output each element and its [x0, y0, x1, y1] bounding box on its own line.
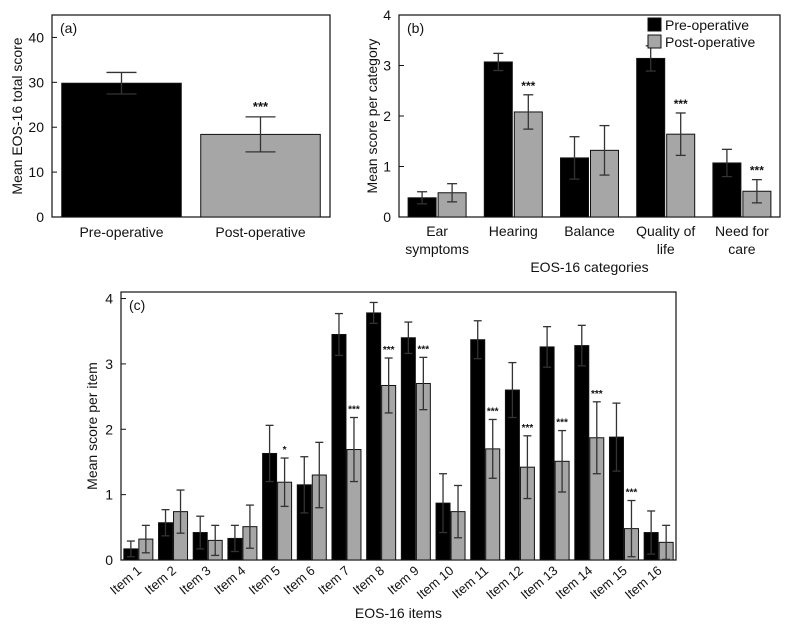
panel-c-ylabel: Mean score per item — [84, 362, 100, 490]
panel-a-ytick-label: 30 — [28, 74, 44, 90]
panel-c-significance: *** — [487, 406, 499, 417]
panel-c-ytick-label: 0 — [105, 552, 113, 568]
panel-c-bar-pre — [400, 337, 416, 561]
panel-c-xtick-label: Item 16 — [622, 563, 665, 602]
panel-b-ytick-label: 0 — [383, 209, 391, 225]
panel-c-significance: *** — [348, 405, 360, 416]
panel-b-xlabel: EOS-16 categories — [530, 259, 648, 275]
panel-c-significance: *** — [522, 423, 534, 434]
panel-b-ylabel: Mean score per category — [364, 39, 380, 194]
panel-c-xtick-label: Item 10 — [414, 563, 457, 602]
panel-b-xtick-label: Quality of — [636, 223, 695, 239]
legend-label-pre: Pre-operative — [665, 17, 749, 33]
panel-c-significance: *** — [556, 418, 568, 429]
panel-b-ytick-label: 3 — [383, 58, 391, 74]
panel-b-significance: *** — [521, 79, 535, 93]
panel-c-ytick-label: 3 — [105, 356, 113, 372]
panel-b-bar-pre — [483, 61, 513, 218]
legend-swatch-pre — [647, 17, 662, 32]
panel-c-bar-pre — [366, 312, 382, 561]
panel-c-ytick-label: 1 — [105, 487, 113, 503]
panel-c-ytick-label: 4 — [105, 291, 113, 307]
panel-c-significance: *** — [418, 344, 430, 355]
panel-a-frame — [51, 14, 331, 218]
panel-a-significance: *** — [253, 99, 269, 114]
panel-c-xtick-label: Item 14 — [552, 563, 595, 602]
panel-b-xtick-label: Balance — [564, 223, 615, 239]
panel-c-xtick-label: Item 2 — [142, 563, 179, 598]
panel-b-ytick-label: 1 — [383, 159, 391, 175]
panel-c-significance: *** — [383, 345, 395, 356]
panel-c-xtick-label: Item 6 — [280, 563, 317, 598]
panel-c-bar-pre — [331, 333, 347, 561]
panel-c-bar-pre — [470, 339, 486, 561]
panel-c-ytick-label: 2 — [105, 421, 113, 437]
panel-b-ytick-label: 2 — [383, 108, 391, 124]
panel-b-xtick-label: care — [728, 241, 755, 257]
panel-c-significance: * — [283, 445, 287, 456]
panel-c-bar-pre — [574, 345, 590, 561]
panel-a-xtick-label: Post-operative — [215, 224, 305, 240]
panel-a-ylabel: Mean EOS-16 total score — [9, 37, 25, 194]
panel-c-xtick-label: Item 11 — [449, 563, 491, 602]
legend-label-post: Post-operative — [665, 34, 755, 50]
panel-c-xtick-label: Item 7 — [315, 563, 352, 598]
panel-c-xtick-label: Item 3 — [176, 563, 213, 598]
panel-b-label: (b) — [407, 20, 424, 36]
panel-b-xtick-label: Ear — [426, 223, 448, 239]
panel-b-significance: *** — [750, 164, 764, 178]
panel-b-xtick-label: Need for — [715, 223, 769, 239]
panel-b-significance: *** — [674, 97, 688, 111]
panel-c-significance: *** — [591, 389, 603, 400]
panel-b-xtick-label: Hearing — [489, 223, 538, 239]
panel-c-frame — [120, 291, 677, 561]
panel-c-xtick-label: Item 15 — [587, 563, 630, 602]
panel-b-xtick-label: life — [657, 241, 675, 257]
panel-c-xtick-label: Item 8 — [350, 563, 387, 598]
panel-a-ytick-label: 0 — [36, 209, 44, 225]
panel-c-xtick-label: Item 13 — [518, 563, 561, 602]
panel-b-bar-pre — [636, 57, 666, 218]
panel-c-significance: *** — [626, 488, 638, 499]
panel-b-xtick-label: symptoms — [405, 241, 469, 257]
panel-c-label: (c) — [129, 297, 145, 313]
legend-swatch-post — [647, 34, 662, 49]
panel-c-xtick-label: Item 5 — [246, 563, 283, 598]
panel-a-label: (a) — [60, 20, 77, 36]
panel-a-bar — [200, 133, 321, 218]
panel-a-ytick-label: 20 — [28, 119, 44, 135]
panel-b-ytick-label: 4 — [383, 7, 391, 23]
panel-c-xtick-label: Item 4 — [211, 563, 248, 598]
panel-c-bar-pre — [539, 346, 555, 561]
panel-c-xlabel: EOS-16 items — [355, 605, 442, 621]
panel-a-ytick-label: 40 — [28, 29, 44, 45]
panel-a-ytick-label: 10 — [28, 164, 44, 180]
panel-c-xtick-label: Item 12 — [483, 563, 526, 602]
panel-b-bar-post — [590, 149, 619, 218]
panel-a-xtick-label: Pre-operative — [79, 224, 163, 240]
panel-c-xtick-label: Item 1 — [107, 563, 144, 598]
panel-a-bar — [61, 82, 182, 218]
